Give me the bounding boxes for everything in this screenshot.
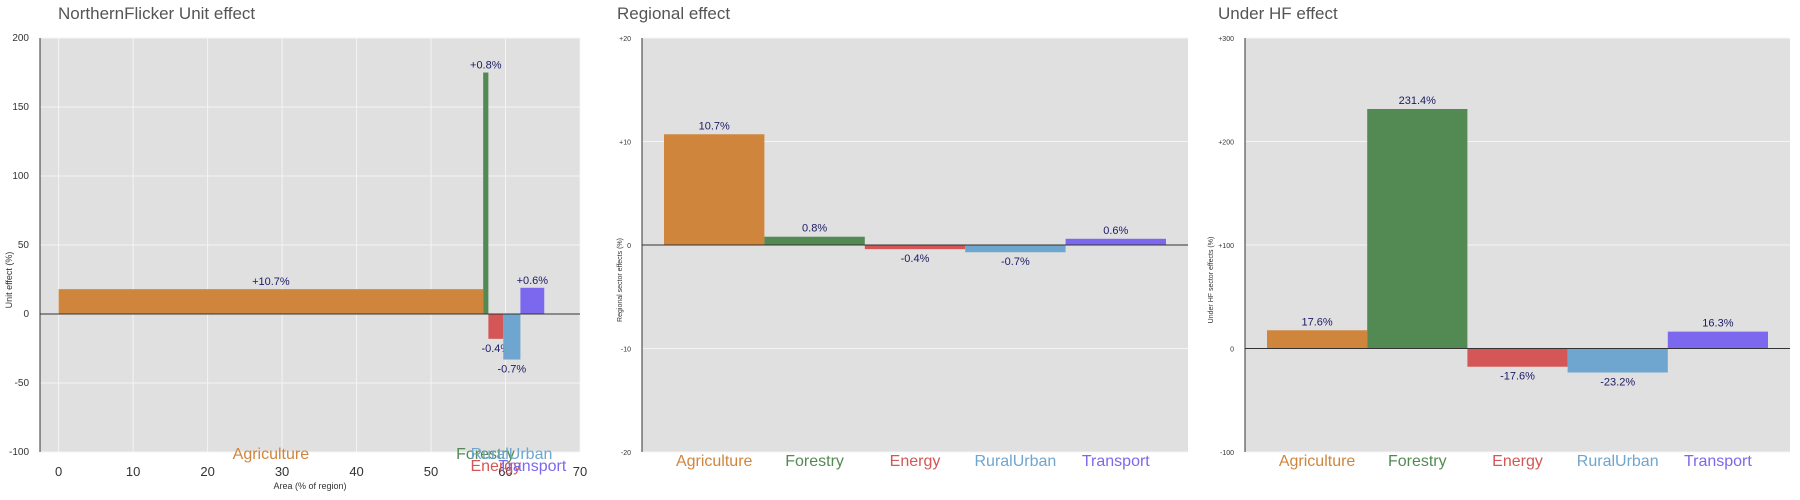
y-tick-label: +300: [1218, 36, 1234, 43]
unit-effect-xlabel: Area (% of region): [273, 481, 346, 491]
bar-forestry: [1367, 109, 1468, 349]
y-tick-label: +100: [1218, 243, 1234, 250]
category-label-transport: Transport: [498, 458, 566, 475]
y-tick-label: 0: [1230, 347, 1234, 354]
category-label-energy: Energy: [890, 453, 941, 470]
bar-forestry: [483, 72, 489, 314]
x-tick-label: 20: [200, 464, 214, 479]
category-label-agriculture: Agriculture: [1279, 453, 1356, 470]
bar-transport: [1065, 238, 1166, 245]
category-label-transport: Transport: [1684, 453, 1752, 470]
y-tick-label: 100: [12, 171, 29, 182]
bar-forestry: [764, 236, 865, 245]
under-hf-effect-title: Under HF effect: [1218, 4, 1338, 23]
data-label-agriculture: 17.6%: [1301, 316, 1332, 328]
category-label-ruralurban: RuralUrban: [1577, 453, 1659, 470]
under-hf-effect-panel: Under HF effect Under HF sector effects …: [1208, 4, 1790, 470]
unit-effect-panel: NorthernFlicker Unit effect Unit effect …: [4, 4, 587, 491]
data-label-ruralurban: -23.2%: [1600, 377, 1635, 389]
data-label-transport: 0.6%: [1103, 225, 1128, 237]
data-label-ruralurban: -0.7%: [497, 364, 526, 376]
y-tick-label: -20: [621, 450, 631, 457]
y-tick-label: +20: [619, 36, 631, 43]
x-tick-label: 0: [55, 464, 62, 479]
category-label-transport: Transport: [1082, 453, 1150, 470]
x-tick-label: 50: [424, 464, 438, 479]
x-tick-label: 40: [349, 464, 363, 479]
x-tick-label: 60: [498, 464, 512, 479]
y-tick-label: 0: [627, 243, 631, 250]
y-tick-label: 0: [23, 309, 29, 320]
y-tick-label: -50: [15, 378, 30, 389]
x-tick-label: 10: [126, 464, 140, 479]
data-label-ruralurban: -0.7%: [1001, 256, 1030, 268]
bar-ruralurban: [965, 245, 1066, 253]
bar-ruralurban: [503, 314, 521, 360]
bar-agriculture: [1267, 330, 1368, 349]
category-label-ruralurban: RuralUrban: [471, 446, 553, 463]
y-tick-label: +200: [1218, 140, 1234, 147]
category-label-forestry: Forestry: [785, 453, 844, 470]
y-tick-label: 50: [18, 240, 30, 251]
y-tick-label: +10: [619, 140, 631, 147]
unit-effect-ylabel: Unit effect (%): [4, 252, 14, 309]
data-label-forestry: +0.8%: [470, 60, 502, 72]
category-label-ruralurban: RuralUrban: [974, 453, 1056, 470]
data-label-forestry: 0.8%: [802, 223, 827, 235]
category-label-forestry: Forestry: [1388, 453, 1447, 470]
under-hf-effect-ylabel: Under HF sector effects (%): [1208, 237, 1215, 324]
category-label-forestry: Forestry: [456, 446, 515, 463]
data-label-energy: -17.6%: [1500, 371, 1535, 383]
category-label-energy: Energy: [1492, 453, 1543, 470]
category-label-agriculture: Agriculture: [676, 453, 753, 470]
x-tick-label: 70: [573, 464, 587, 479]
data-label-energy: -0.4%: [901, 253, 930, 265]
regional-effect-ylabel: Regional sector effects (%): [617, 238, 624, 322]
data-label-forestry: 231.4%: [1399, 95, 1437, 107]
data-label-energy: -0.4%: [481, 343, 510, 355]
bar-ruralurban: [1567, 348, 1668, 373]
bar-transport: [1667, 331, 1768, 349]
category-label-energy: Energy: [470, 458, 521, 475]
y-tick-label: -10: [621, 347, 631, 354]
y-tick-label: -100: [1220, 450, 1234, 457]
data-label-agriculture: +10.7%: [252, 276, 290, 288]
data-label-transport: +0.6%: [517, 275, 549, 287]
bar-transport: [520, 287, 545, 314]
bar-agriculture: [58, 289, 484, 314]
unit-effect-title: NorthernFlicker Unit effect: [58, 4, 255, 23]
x-tick-label: 30: [275, 464, 289, 479]
category-label-agriculture: Agriculture: [233, 446, 310, 463]
bar-energy: [864, 245, 966, 250]
regional-effect-panel: Regional effect Regional sector effects …: [617, 4, 1188, 470]
regional-effect-title: Regional effect: [617, 4, 730, 23]
bar-energy: [1467, 348, 1568, 367]
y-tick-label: -100: [9, 447, 29, 458]
bar-agriculture: [664, 134, 765, 245]
y-tick-label: 200: [12, 33, 29, 44]
bar-energy: [488, 314, 504, 339]
y-tick-label: 150: [12, 102, 29, 113]
data-label-agriculture: 10.7%: [699, 120, 730, 132]
data-label-transport: 16.3%: [1702, 318, 1733, 330]
